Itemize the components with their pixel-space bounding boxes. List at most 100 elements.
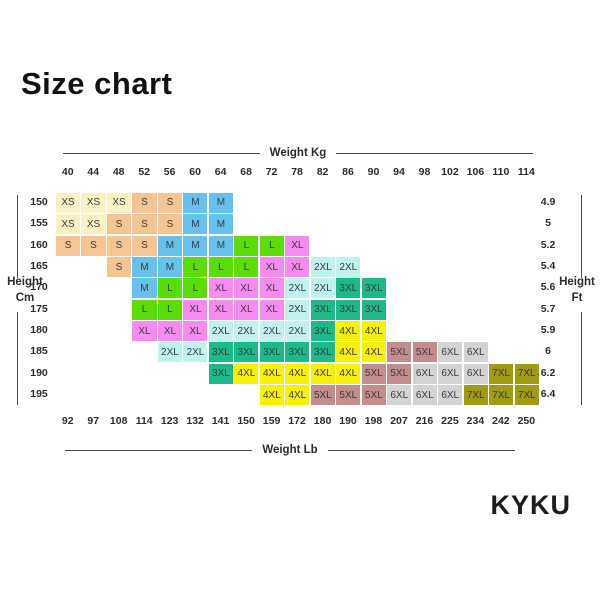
size-cell: M: [207, 234, 234, 257]
size-cell: 4XL: [360, 341, 387, 364]
size-cell: 6XL: [437, 341, 464, 364]
size-cell: 5XL: [309, 384, 336, 407]
weight-kg-tick: 48: [112, 166, 125, 178]
size-cell: 6XL: [411, 362, 438, 385]
size-cell: XS: [55, 192, 82, 214]
size-cell: L: [233, 234, 260, 257]
size-cell: 3XL: [309, 341, 336, 364]
size-cell: 5XL: [360, 362, 387, 385]
size-cell: 6XL: [437, 362, 464, 385]
size-cell: XL: [258, 298, 285, 321]
weight-kg-tick: 72: [265, 166, 278, 178]
size-cell: M: [207, 213, 234, 236]
size-cell: M: [156, 234, 183, 257]
weight-kg-tick: 86: [342, 166, 354, 178]
weight-kg-tick: 98: [418, 166, 431, 178]
axis-rule-right: [327, 449, 515, 451]
size-cell: 2XL: [284, 277, 311, 300]
size-cell: 3XL: [258, 341, 285, 364]
weight-lb-tick: 123: [160, 415, 179, 427]
size-cell: 7XL: [488, 362, 515, 385]
height-cm-tick: 165: [30, 260, 48, 273]
size-cell: XL: [207, 277, 234, 300]
size-cell: L: [258, 234, 285, 257]
size-cell: 4XL: [258, 362, 285, 385]
size-cell: 4XL: [284, 384, 311, 407]
size-cell: M: [131, 277, 158, 300]
weight-kg-tick: 94: [393, 166, 405, 178]
size-cell: 2XL: [258, 320, 285, 343]
height-cm-tick: 195: [30, 388, 48, 401]
height-ft-tick: 4.9: [540, 196, 556, 208]
weight-lb-tick: 159: [262, 415, 281, 427]
size-cell: 2XL: [207, 320, 234, 343]
size-cell: 6XL: [462, 341, 489, 364]
axis-rule-right: [336, 152, 533, 154]
size-cell: 6XL: [386, 384, 413, 407]
size-cell: L: [131, 298, 158, 321]
size-cell: S: [105, 256, 133, 278]
size-cell: 7XL: [462, 384, 489, 407]
size-cell: M: [207, 192, 234, 214]
weight-lb-tick: 150: [237, 415, 255, 427]
weight-lb-tick: 92: [61, 415, 74, 427]
size-cell: 2XL: [335, 256, 362, 278]
size-cell: 3XL: [360, 277, 387, 300]
size-cell: 4XL: [309, 362, 336, 385]
size-cell: 4XL: [335, 320, 362, 343]
weight-kg-tick: 60: [189, 166, 201, 178]
size-cell: 3XL: [360, 298, 387, 321]
height-cm-tick: 150: [30, 196, 48, 208]
weight-lb-tick: 180: [313, 415, 332, 427]
size-cell: XL: [182, 320, 209, 343]
size-cell: XL: [233, 298, 260, 321]
weight-kg-tick: 102: [441, 166, 459, 178]
weight-kg-tick: 64: [214, 166, 227, 178]
height-ft-tick: 5.2: [540, 238, 556, 251]
height-ft-tick: 5.4: [540, 260, 556, 273]
size-cell: XL: [207, 298, 234, 321]
height-ft-tick: 6: [545, 345, 551, 358]
size-cell: 3XL: [309, 320, 336, 343]
weight-kg-tick: 44: [87, 166, 100, 178]
size-cell: S: [156, 192, 183, 214]
height-ft-tick: 5: [545, 217, 551, 230]
weight-kg-tick: 90: [367, 166, 380, 178]
size-cell: 4XL: [335, 362, 362, 385]
height-ft-axis-line-top: [581, 195, 582, 278]
height-cm-tick: 170: [30, 281, 48, 294]
size-cell: 2XL: [309, 277, 336, 300]
size-cell: M: [182, 234, 209, 257]
height-cm-tick: 155: [30, 217, 48, 230]
weight-kg-tick: 40: [61, 166, 74, 178]
weight-kg-tick: 114: [517, 166, 535, 178]
weight-lb-tick: 225: [441, 415, 459, 427]
weight-lb-tick: 250: [517, 415, 536, 427]
size-cell: 4XL: [360, 320, 387, 343]
size-cell: 3XL: [335, 277, 362, 300]
size-cell: 5XL: [386, 341, 413, 364]
weight-lb-tick: 242: [492, 415, 510, 427]
size-cell: 4XL: [284, 362, 311, 385]
size-cell: 2XL: [182, 341, 209, 364]
weight-kg-axis-label: Weight Kg: [269, 147, 327, 159]
size-cell: L: [182, 277, 209, 300]
size-cell: L: [233, 256, 260, 278]
weight-kg-tick: 78: [291, 166, 303, 178]
size-cell: L: [156, 298, 183, 321]
size-cell: 2XL: [284, 298, 311, 321]
size-cell: 7XL: [513, 384, 540, 407]
size-cell: S: [131, 192, 158, 214]
size-cell: 3XL: [335, 298, 362, 321]
height-cm-tick: 185: [30, 345, 48, 358]
weight-lb-tick: 234: [466, 415, 485, 427]
height-cm-axis-line-bottom: [17, 312, 18, 405]
weight-lb-tick: 141: [211, 415, 230, 427]
size-cell: 2XL: [284, 320, 311, 343]
size-cell: 2XL: [233, 320, 260, 343]
height-ft-tick: 5.7: [540, 302, 556, 315]
height-cm-tick: 190: [30, 366, 48, 379]
size-cell: 2XL: [309, 256, 336, 278]
height-cm-axis-line-top: [17, 195, 18, 278]
